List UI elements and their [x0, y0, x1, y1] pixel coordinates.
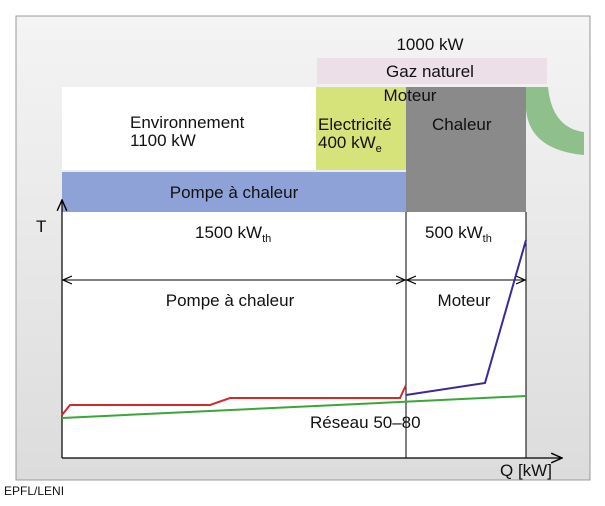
- fuel-bar: [317, 58, 547, 84]
- y-axis-label: T: [36, 217, 46, 236]
- section-value: 500 kWth: [425, 223, 492, 245]
- section-value: 1500 kWth: [195, 223, 271, 245]
- heat-label: Chaleur: [432, 115, 492, 134]
- environment-label: Environnement: [130, 113, 245, 132]
- x-axis-label: Q [kW]: [500, 461, 552, 480]
- heat-pump-bar: [62, 172, 406, 212]
- section-label: Pompe à chaleur: [166, 291, 295, 310]
- heat-box: [406, 87, 526, 212]
- engine-label: Moteur: [384, 86, 437, 105]
- heat-pump-label: Pompe à chaleur: [170, 183, 299, 202]
- network-label: Réseau 50–80: [310, 413, 421, 432]
- electricity-label: Electricité: [318, 115, 392, 134]
- environment-value: 1100 kW: [130, 131, 196, 150]
- electricity-box: [316, 87, 406, 170]
- heat-pipe: [526, 87, 584, 155]
- heat-pump-line: [61, 384, 407, 416]
- environment-box: [62, 87, 316, 170]
- credit: EPFL/LENI: [4, 484, 64, 498]
- power-label: 1000 kW: [396, 35, 463, 54]
- electricity-value: 400 kWe: [318, 133, 382, 155]
- section-label: Moteur: [438, 291, 491, 310]
- engine-line: [405, 239, 527, 396]
- fuel-label: Gaz naturel: [386, 62, 474, 81]
- plot-area: [62, 212, 526, 458]
- network-line: [61, 395, 527, 419]
